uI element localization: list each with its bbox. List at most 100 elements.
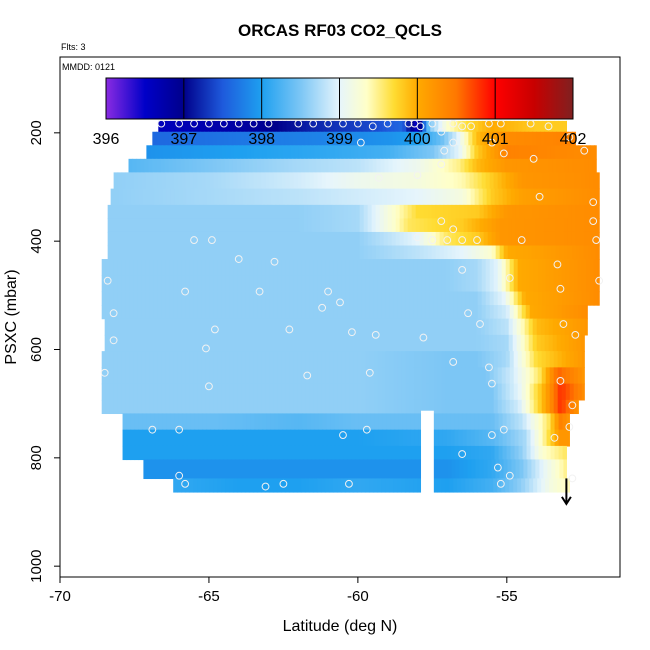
- heatmap-cell: [391, 218, 397, 233]
- heatmap-cell: [542, 429, 548, 447]
- heatmap-cell: [199, 245, 205, 260]
- heatmap-cell: [143, 204, 149, 220]
- heatmap-cell: [520, 318, 526, 336]
- heatmap-cell: [589, 172, 595, 190]
- heatmap-cell: [129, 291, 135, 306]
- heatmap-cell: [218, 145, 223, 160]
- heatmap-cell: [341, 383, 347, 401]
- heatmap-cell: [301, 275, 307, 293]
- heatmap-cell: [156, 158, 162, 173]
- observation-point: [589, 217, 598, 226]
- heatmap-cell: [485, 367, 491, 385]
- heatmap-cell: [390, 145, 395, 160]
- heatmap-cell: [257, 172, 263, 190]
- heatmap-cell: [344, 334, 350, 352]
- heatmap-cell: [556, 158, 562, 173]
- heatmap-cell: [248, 158, 254, 173]
- heatmap-cell: [137, 383, 143, 401]
- heatmap-cell: [310, 413, 316, 431]
- heatmap-cell: [217, 351, 223, 368]
- heatmap-cell: [160, 318, 166, 336]
- heatmap-cell: [189, 172, 195, 190]
- heatmap-cell: [296, 318, 302, 336]
- heatmap-cell: [287, 231, 293, 247]
- heatmap-cell: [575, 245, 581, 260]
- heatmap-cell: [398, 429, 404, 447]
- heatmap-cell: [161, 399, 167, 415]
- heatmap-cell: [321, 478, 326, 493]
- heatmap-cell: [526, 145, 531, 160]
- heatmap-cell: [301, 383, 307, 401]
- heatmap-cell: [293, 351, 299, 368]
- heatmap-cell: [450, 429, 456, 447]
- heatmap-cell: [386, 413, 392, 431]
- heatmap-cell: [221, 367, 227, 385]
- heatmap-cell: [409, 305, 415, 320]
- heatmap-cell: [229, 399, 235, 415]
- heatmap-cell: [155, 459, 160, 480]
- heatmap-cell: [416, 318, 422, 336]
- heatmap-cell: [145, 305, 151, 320]
- heatmap-cell: [148, 318, 154, 336]
- heatmap-cell: [405, 291, 411, 306]
- heatmap-cell: [161, 351, 167, 368]
- heatmap-cell: [465, 399, 471, 415]
- heatmap-cell: [427, 204, 433, 220]
- heatmap-cell: [318, 413, 324, 431]
- heatmap-cell: [387, 459, 392, 480]
- heatmap-cell: [170, 145, 175, 160]
- heatmap-cell: [303, 231, 309, 247]
- heatmap-cell: [198, 188, 204, 206]
- heatmap-cell: [366, 120, 371, 133]
- heatmap-cell: [318, 188, 324, 206]
- heatmap-cell: [196, 334, 202, 352]
- observation-point: [458, 236, 467, 244]
- heatmap-cell: [486, 413, 492, 431]
- heatmap-cell: [133, 259, 139, 276]
- heatmap-cell: [510, 413, 516, 431]
- heatmap-cell: [433, 478, 438, 493]
- heatmap-cell: [379, 459, 384, 480]
- heatmap-cell: [517, 172, 523, 190]
- heatmap-cell: [350, 145, 355, 160]
- heatmap-cell: [518, 120, 523, 133]
- heatmap-cell: [474, 145, 479, 160]
- heatmap-cell: [505, 259, 511, 276]
- heatmap-cell: [339, 218, 345, 233]
- heatmap-cell: [445, 172, 451, 190]
- heatmap-cell: [393, 399, 399, 415]
- heatmap-cell: [290, 445, 296, 461]
- heatmap-cell: [423, 218, 429, 233]
- heatmap-cell: [420, 158, 426, 173]
- heatmap-cell: [183, 218, 189, 233]
- heatmap-cell: [189, 478, 194, 493]
- heatmap-cell: [159, 459, 164, 480]
- heatmap-cell: [521, 383, 527, 401]
- heatmap-cell: [267, 218, 273, 233]
- heatmap-cell: [373, 275, 379, 293]
- heatmap-cell: [326, 145, 331, 160]
- heatmap-cell: [316, 334, 322, 352]
- heatmap-cell: [186, 188, 192, 206]
- heatmap-cell: [249, 478, 254, 493]
- heatmap-cell: [233, 259, 239, 276]
- heatmap-cell: [289, 275, 295, 293]
- heatmap-cell: [162, 445, 168, 461]
- heatmap-cell: [477, 367, 483, 385]
- heatmap-cell: [185, 478, 190, 493]
- heatmap-cell: [214, 445, 220, 461]
- heatmap-cell: [489, 399, 495, 415]
- heatmap-cell: [257, 291, 263, 306]
- heatmap-cell: [419, 218, 425, 233]
- heatmap-cell: [485, 305, 491, 320]
- heatmap-cell: [359, 218, 365, 233]
- heatmap-cell: [417, 172, 423, 190]
- heatmap-cell: [525, 275, 531, 293]
- heatmap-cell: [487, 245, 493, 260]
- heatmap-cell: [521, 367, 527, 385]
- heatmap-cell: [367, 231, 373, 247]
- heatmap-cell: [298, 145, 303, 160]
- heatmap-cell: [385, 275, 391, 293]
- heatmap-cell: [461, 351, 467, 368]
- heatmap-cell: [344, 318, 350, 336]
